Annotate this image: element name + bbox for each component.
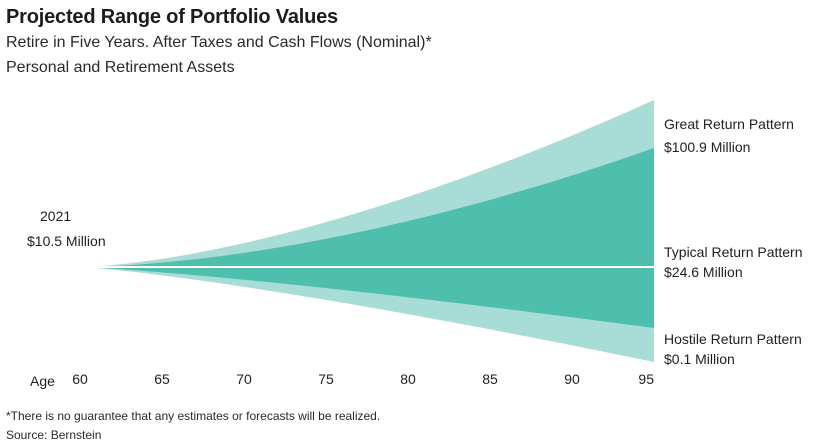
chart-subtitle: Retire in Five Years. After Taxes and Ca… xyxy=(6,34,432,51)
x-axis-ticks: 60 65 70 75 80 85 90 95 xyxy=(72,371,654,387)
chart-subtitle-2: Personal and Retirement Assets xyxy=(6,59,235,76)
great-pattern-label: Great Return Pattern xyxy=(664,116,794,132)
x-tick-label: 60 xyxy=(72,371,88,387)
x-tick-label: 70 xyxy=(236,371,252,387)
hostile-pattern-value: $0.1 Million xyxy=(664,351,735,367)
x-tick-label: 80 xyxy=(400,371,416,387)
great-pattern-value: $100.9 Million xyxy=(664,139,750,155)
typical-pattern-label: Typical Return Pattern xyxy=(664,244,803,260)
typical-pattern-value: $24.6 Million xyxy=(664,264,743,280)
footnote: *There is no guarantee that any estimate… xyxy=(6,409,381,423)
chart-title: Projected Range of Portfolio Values xyxy=(6,6,338,28)
x-tick-label: 65 xyxy=(154,371,170,387)
inner-range-band xyxy=(80,148,654,328)
x-tick-label: 95 xyxy=(638,371,654,387)
x-tick-label: 90 xyxy=(564,371,580,387)
hostile-pattern-label: Hostile Return Pattern xyxy=(664,331,802,347)
x-axis-label: Age xyxy=(30,373,55,389)
start-year-label: 2021 xyxy=(40,208,71,224)
x-tick-label: 75 xyxy=(318,371,334,387)
start-value-label: $10.5 Million xyxy=(27,233,106,249)
source-note: Source: Bernstein xyxy=(6,428,102,442)
x-tick-label: 85 xyxy=(482,371,498,387)
